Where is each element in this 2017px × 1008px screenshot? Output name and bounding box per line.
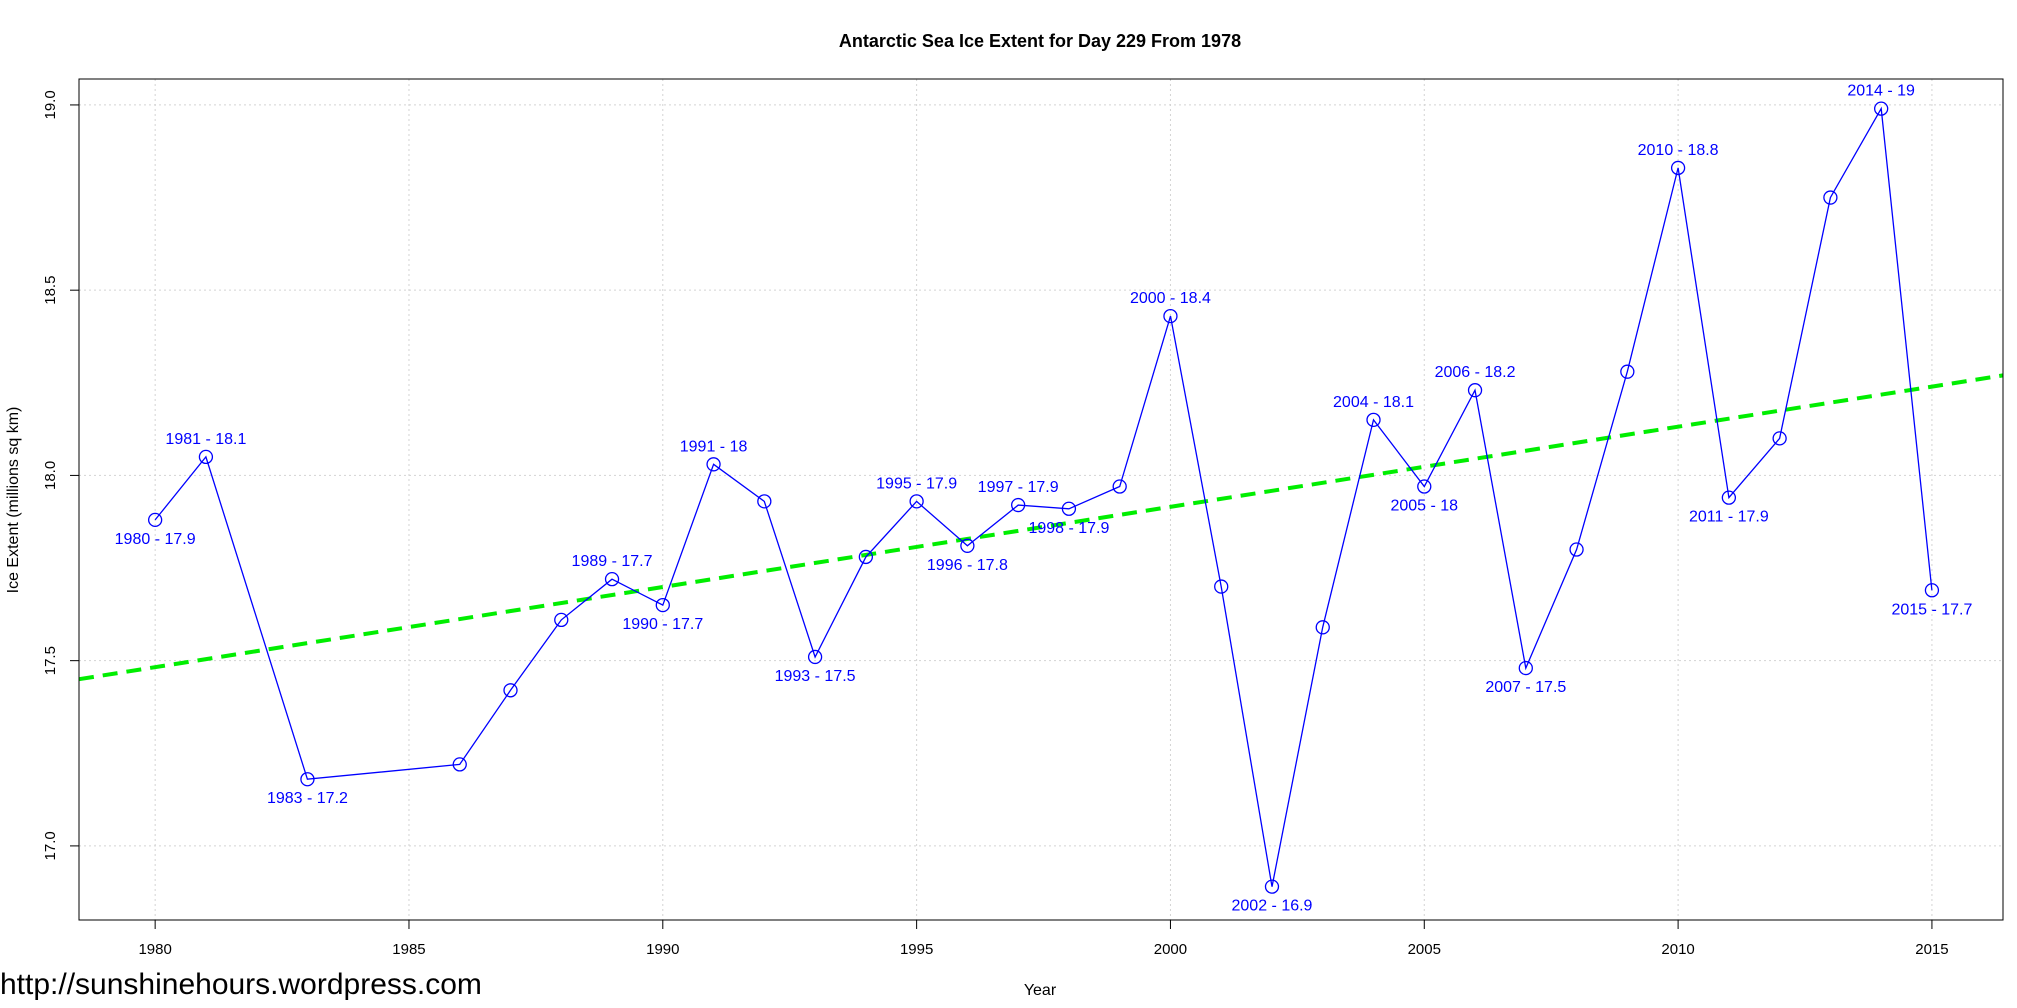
data-point xyxy=(554,612,569,628)
data-point xyxy=(503,683,518,698)
data-point xyxy=(1467,383,1483,398)
data-point xyxy=(1924,583,1940,598)
data-point xyxy=(1061,501,1077,516)
data-point xyxy=(1670,160,1686,176)
x-tick-label: 2015 xyxy=(1915,941,1948,958)
point-label: 2000 - 18.4 xyxy=(1130,290,1211,307)
point-label: 1981 - 18.1 xyxy=(165,431,246,448)
data-point xyxy=(1315,620,1330,635)
series-layer xyxy=(147,101,1940,894)
x-axis-label: Year xyxy=(1024,982,1057,999)
data-point xyxy=(147,512,163,528)
point-label: 2010 - 18.8 xyxy=(1638,142,1719,159)
data-point xyxy=(198,449,214,465)
y-tick-label: 18.5 xyxy=(42,276,59,305)
y-tick-label: 18.0 xyxy=(42,461,59,490)
watermark-url: http://sunshinehours.wordpress.com xyxy=(0,968,482,1001)
series-line xyxy=(154,106,1933,887)
data-point xyxy=(1721,490,1737,505)
data-point xyxy=(1772,431,1787,446)
grid xyxy=(79,79,2003,920)
x-tick-label: 2005 xyxy=(1408,941,1441,958)
y-axis-label: Ice Extent (millions sq km) xyxy=(5,407,22,594)
data-point xyxy=(909,494,924,509)
point-label: 1990 - 17.7 xyxy=(622,616,703,633)
data-point xyxy=(1874,101,1889,116)
axes: 1980 1985 1990 1995 2000 2005 2010 2015 17.0 17.5… xyxy=(42,90,1949,958)
plot-frame xyxy=(78,78,2004,921)
data-point xyxy=(1366,412,1381,427)
point-label: 2006 - 18.2 xyxy=(1435,364,1516,381)
data-point xyxy=(1569,542,1584,557)
data-point xyxy=(1214,579,1229,594)
x-tick-label: 1985 xyxy=(392,941,425,958)
point-label: 1989 - 17.7 xyxy=(572,553,653,570)
data-point xyxy=(858,549,874,565)
data-point xyxy=(1417,479,1432,494)
data-point xyxy=(1264,879,1280,894)
point-labels: 1980 - 17.9 1981 - 18.1 1983 - 17.2 1989 - … xyxy=(115,83,1973,915)
point-label: 1983 - 17.2 xyxy=(267,790,348,807)
point-label: 1993 - 17.5 xyxy=(775,668,856,685)
x-tick-label: 2010 xyxy=(1661,941,1694,958)
data-point xyxy=(807,649,823,665)
x-tick-label: 1990 xyxy=(646,941,679,958)
point-label: 2002 - 16.9 xyxy=(1232,898,1313,915)
y-tick-label: 17.0 xyxy=(42,831,59,860)
data-point xyxy=(300,772,315,787)
point-label: 1995 - 17.9 xyxy=(876,475,957,492)
data-point xyxy=(655,597,670,613)
data-point xyxy=(1518,660,1533,676)
point-label: 1997 - 17.9 xyxy=(978,479,1059,496)
data-point xyxy=(960,538,975,553)
x-tick-label: 1995 xyxy=(900,941,933,958)
data-point xyxy=(1112,479,1127,494)
data-point xyxy=(706,457,721,472)
x-tick-label: 1980 xyxy=(138,941,171,958)
point-label: 2005 - 18 xyxy=(1390,498,1458,515)
trend-layer xyxy=(78,373,2004,682)
trend-line xyxy=(78,373,2004,682)
point-label: 1996 - 17.8 xyxy=(927,557,1008,574)
point-label: 2011 - 17.9 xyxy=(1689,509,1769,526)
data-point xyxy=(604,572,620,587)
point-label: 1980 - 17.9 xyxy=(115,531,196,548)
point-label: 1998 - 17.9 xyxy=(1028,520,1109,537)
data-point xyxy=(1163,308,1178,324)
point-label: 2015 - 17.7 xyxy=(1891,601,1972,618)
point-label: 1991 - 18 xyxy=(680,438,748,455)
data-point xyxy=(757,494,772,509)
y-tick-label: 17.5 xyxy=(42,646,59,675)
y-tick-label: 19.0 xyxy=(42,90,59,119)
data-point xyxy=(452,757,467,772)
data-point xyxy=(1823,190,1838,205)
point-label: 2014 - 19 xyxy=(1847,83,1915,100)
x-tick-label: 2000 xyxy=(1154,941,1187,958)
data-point xyxy=(1011,497,1026,513)
point-label: 2007 - 17.5 xyxy=(1485,679,1566,696)
chart-title: Antarctic Sea Ice Extent for Day 229 Fro… xyxy=(839,31,1241,51)
data-point xyxy=(1620,364,1635,379)
point-label: 2004 - 18.1 xyxy=(1333,394,1414,411)
